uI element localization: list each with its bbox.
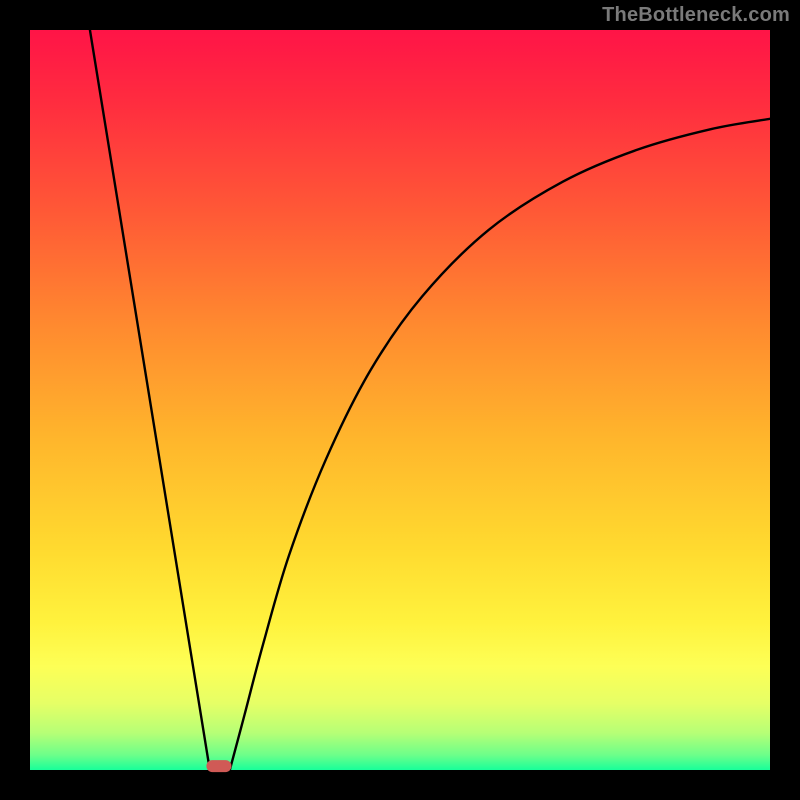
minimum-marker xyxy=(206,760,231,772)
outer-frame: TheBottleneck.com xyxy=(0,0,800,800)
watermark-text: TheBottleneck.com xyxy=(602,4,790,27)
bottleneck-curve xyxy=(90,30,770,770)
plot-area xyxy=(30,30,770,770)
curve-layer xyxy=(30,30,770,770)
